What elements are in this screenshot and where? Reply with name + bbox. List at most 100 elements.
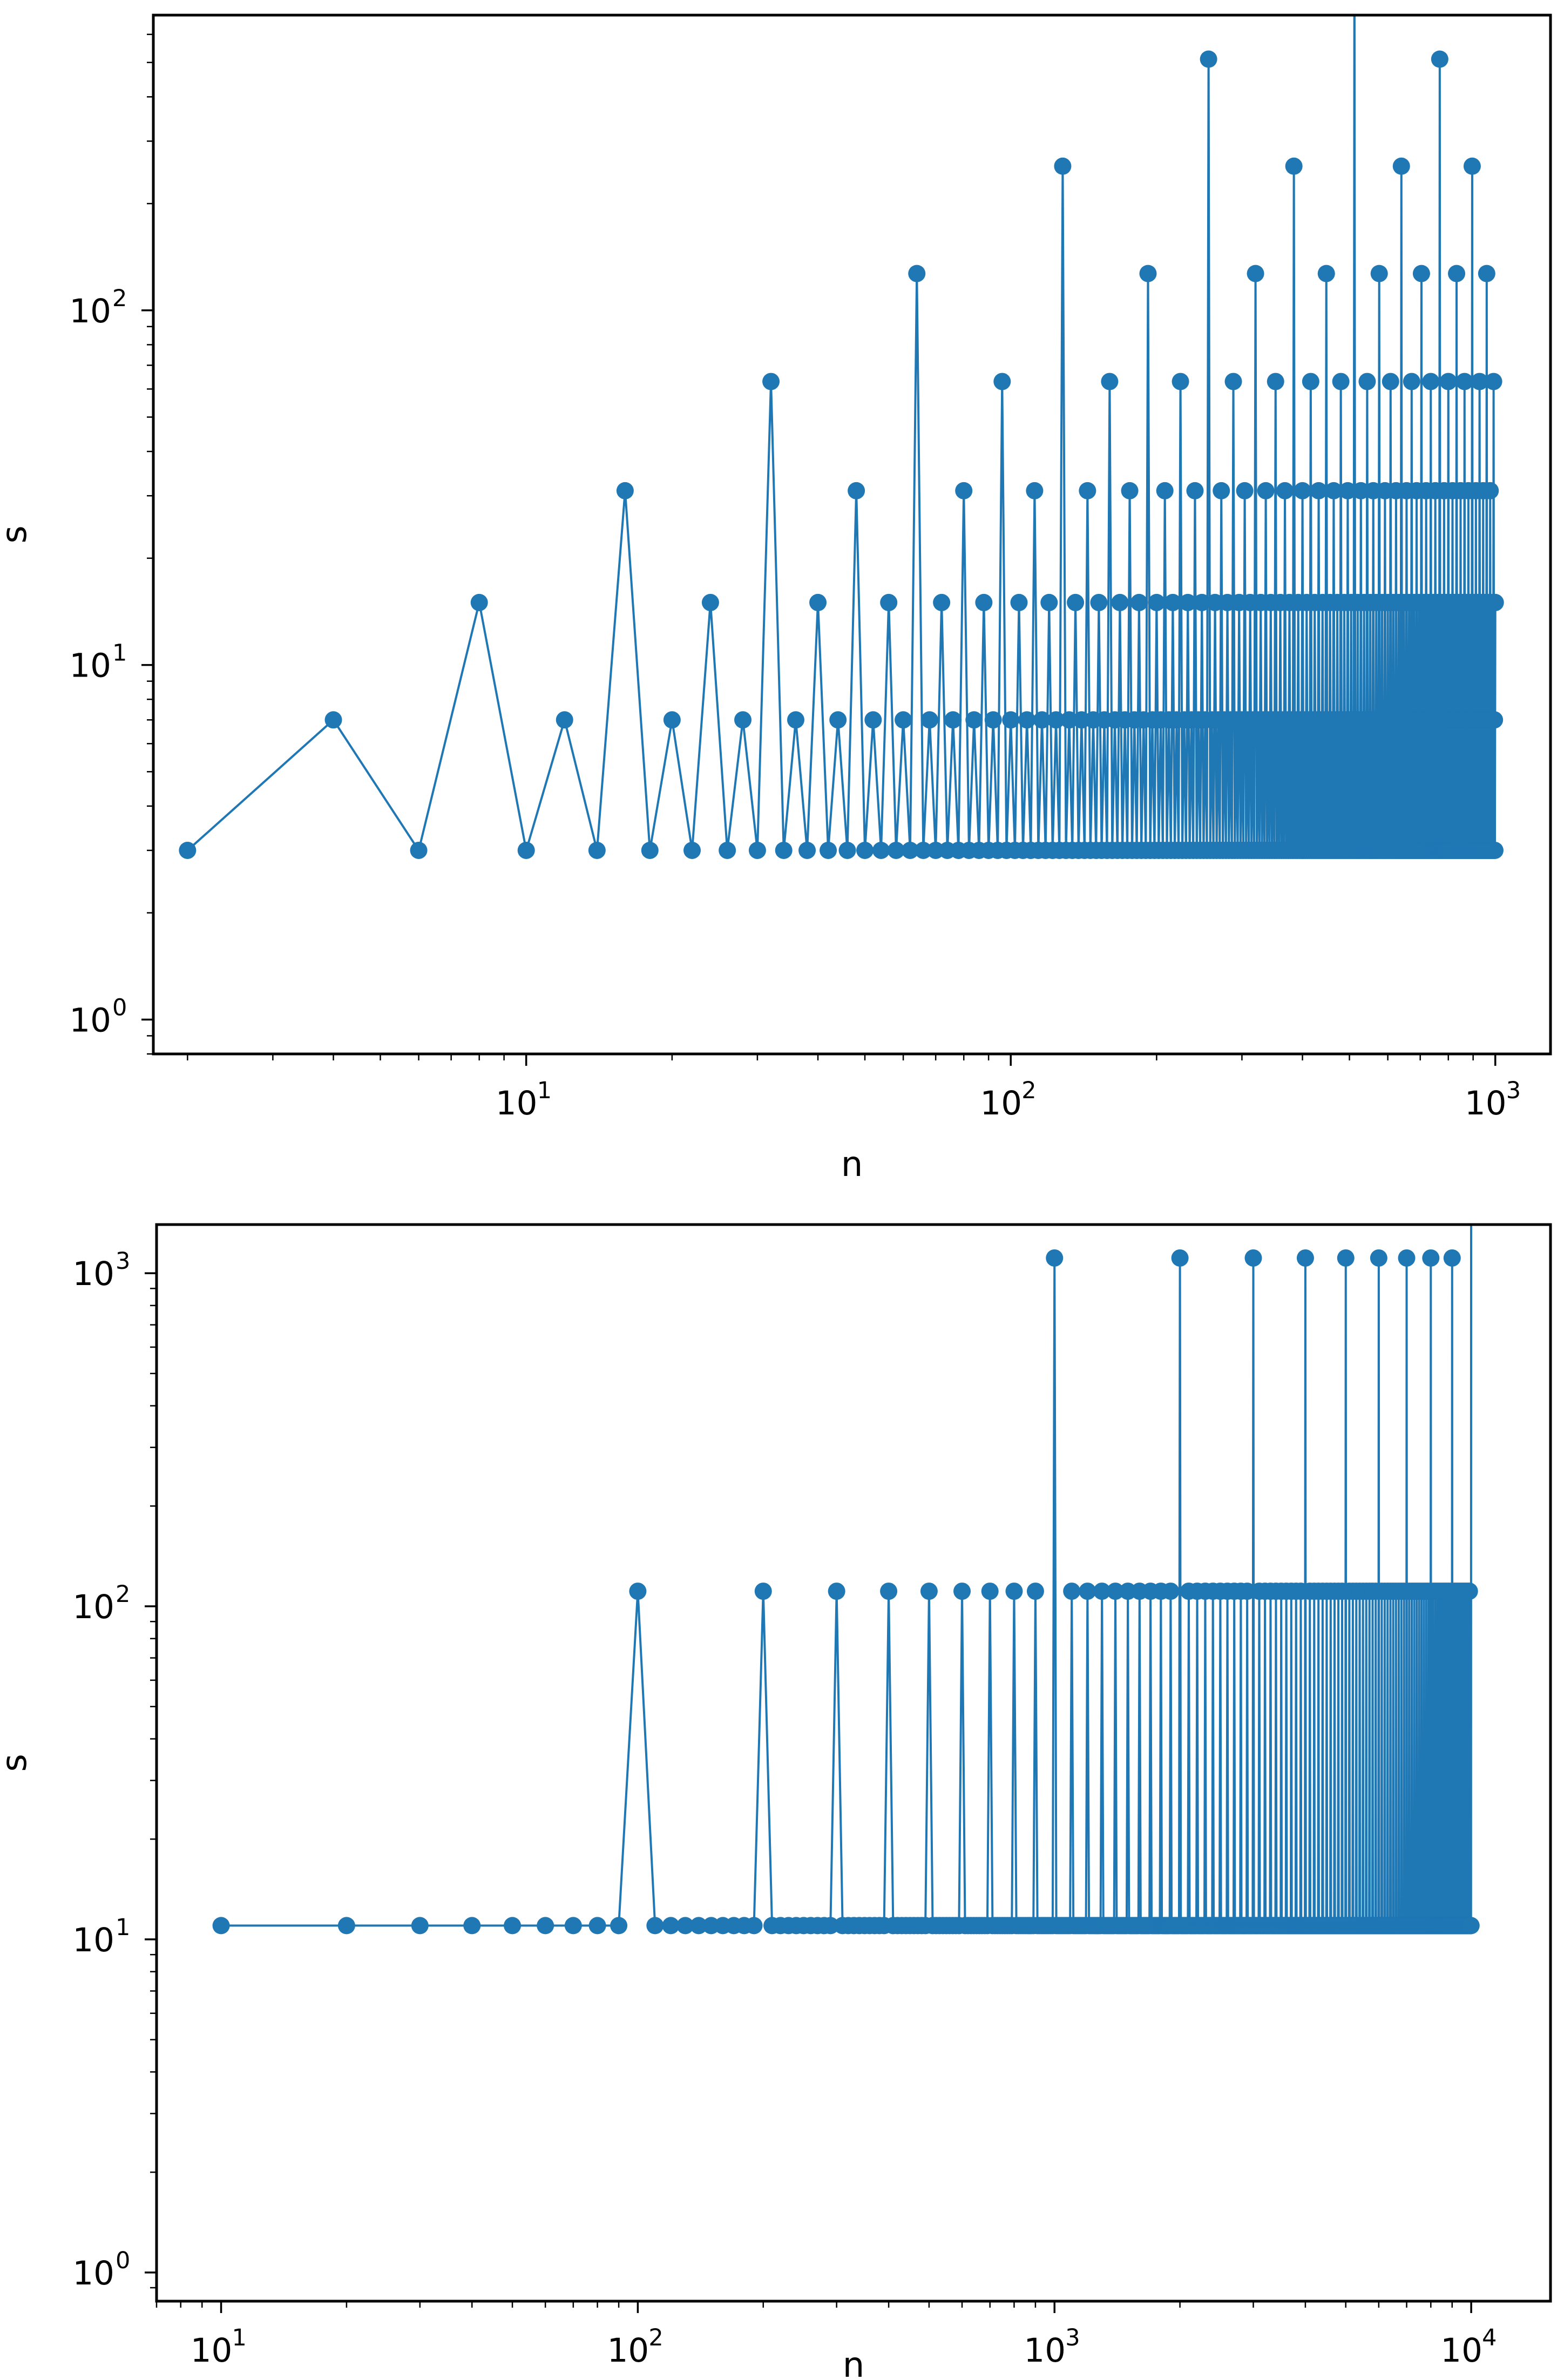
data-point — [1236, 482, 1254, 499]
data-point — [1370, 265, 1388, 282]
data-point — [1018, 711, 1036, 729]
y-axis-label: s — [0, 525, 35, 543]
y-tick-label: 10 — [72, 1255, 114, 1293]
data-point — [775, 841, 793, 859]
data-point — [748, 841, 766, 859]
data-point — [848, 482, 865, 499]
data-point — [1296, 1249, 1314, 1267]
x-tick-exponent: 2 — [648, 2324, 663, 2351]
data-point — [1010, 593, 1028, 611]
data-point — [1164, 593, 1182, 611]
y-axis-label: s — [0, 1754, 35, 1772]
y-tick-exponent: 1 — [112, 640, 127, 667]
data-point — [1352, 482, 1370, 499]
data-point — [895, 711, 912, 729]
data-point — [920, 1583, 938, 1600]
data-point — [1317, 265, 1335, 282]
data-point — [1047, 711, 1065, 729]
data-point — [1026, 1583, 1044, 1600]
data-point — [662, 1917, 680, 1935]
data-point — [856, 841, 874, 859]
y-tick-label: 10 — [72, 2254, 114, 2293]
data-point — [1040, 593, 1058, 611]
data-point — [1403, 373, 1420, 390]
data-point — [1244, 1249, 1262, 1267]
x-tick-exponent: 3 — [1065, 2324, 1080, 2351]
y-tick-label: 10 — [69, 1001, 111, 1039]
data-point — [762, 373, 780, 390]
data-point — [1382, 373, 1399, 390]
data-point — [820, 841, 837, 859]
data-point — [1162, 1583, 1180, 1600]
data-point — [690, 1917, 708, 1935]
data-point — [1063, 1583, 1081, 1600]
series-line — [221, 1225, 1472, 1927]
plot-frame — [155, 1223, 1552, 2303]
y-tick-label: 10 — [69, 647, 111, 685]
x-axis-label: n — [843, 2345, 865, 2380]
data-point — [1486, 711, 1504, 729]
data-point — [1067, 593, 1085, 611]
data-point — [411, 1917, 429, 1935]
data-point — [1462, 1917, 1480, 1935]
x-tick-label: 10 — [1465, 1084, 1507, 1123]
data-point — [701, 593, 719, 611]
data-point — [1046, 1249, 1064, 1267]
data-point — [734, 711, 752, 729]
data-point — [1481, 482, 1499, 499]
data-point — [1186, 482, 1204, 499]
data-point — [1443, 1249, 1461, 1267]
data-point — [1448, 265, 1466, 282]
y-tick-label: 10 — [69, 292, 111, 330]
data-point — [787, 711, 804, 729]
data-point — [1206, 593, 1224, 611]
data-point — [1033, 711, 1051, 729]
data-point — [880, 1583, 898, 1600]
plot-area — [179, 15, 1504, 859]
data-point — [920, 711, 938, 729]
x-tick-label: 10 — [980, 1084, 1022, 1123]
data-point — [410, 841, 428, 859]
data-point — [1276, 482, 1294, 499]
data-point — [588, 1917, 606, 1935]
data-point — [646, 1917, 664, 1935]
data-point — [556, 711, 573, 729]
data-point — [1139, 265, 1157, 282]
axes: 10 1 10 2 10 3 10 410 010 110 210 3 — [72, 1248, 1497, 2370]
data-point — [965, 711, 983, 729]
chart-bottom: 101102103104100101102103ns — [0, 1223, 1552, 2380]
data-point — [754, 1583, 772, 1600]
data-point — [933, 593, 951, 611]
data-point — [1486, 841, 1504, 859]
data-point — [1257, 482, 1275, 499]
data-point — [1302, 373, 1319, 390]
data-point — [1213, 482, 1230, 499]
data-point — [1478, 265, 1495, 282]
x-tick-exponent: 1 — [232, 2324, 247, 2351]
data-point — [1148, 593, 1166, 611]
x-tick-label: 10 — [1440, 2331, 1482, 2370]
data-point — [1130, 593, 1148, 611]
data-point — [212, 1917, 230, 1935]
data-point — [1325, 482, 1343, 499]
y-tick-label: 10 — [72, 1921, 114, 1959]
data-point — [1267, 373, 1284, 390]
data-point — [683, 841, 701, 859]
data-point — [1422, 373, 1440, 390]
y-tick-exponent: 3 — [116, 1248, 130, 1275]
data-point — [1460, 1583, 1478, 1600]
data-point — [1285, 157, 1303, 175]
data-point — [564, 1917, 582, 1935]
data-point — [504, 1917, 522, 1935]
data-point — [1107, 1583, 1125, 1600]
data-point — [798, 841, 816, 859]
data-point — [676, 1917, 694, 1935]
data-point — [809, 593, 827, 611]
data-point — [1121, 482, 1139, 499]
axes: 10 1 10 2 10 310 010 110 2 — [69, 33, 1521, 1123]
y-tick-exponent: 1 — [116, 1914, 130, 1941]
data-point — [887, 841, 905, 859]
data-point — [872, 841, 890, 859]
data-point — [1171, 1249, 1189, 1267]
